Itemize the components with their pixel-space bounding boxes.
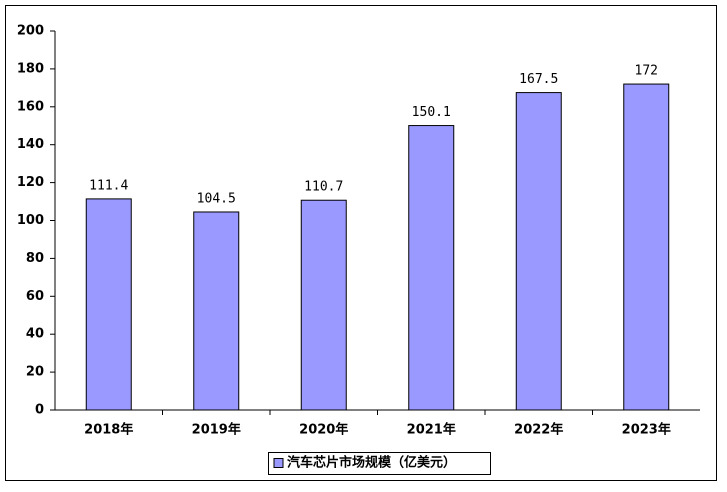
y-tick-label: 100 bbox=[17, 213, 44, 228]
y-tick-label: 120 bbox=[17, 175, 44, 190]
bar bbox=[408, 125, 455, 411]
y-tick-label: 160 bbox=[17, 99, 44, 114]
y-tick-label: 80 bbox=[26, 251, 44, 266]
x-tick-label: 2022年 bbox=[514, 422, 563, 438]
y-tick-label: 180 bbox=[17, 61, 44, 76]
x-tick-label: 2023年 bbox=[622, 422, 671, 438]
value-label: 150.1 bbox=[412, 105, 451, 120]
value-label: 111.4 bbox=[89, 178, 128, 193]
y-tick-label: 20 bbox=[26, 365, 44, 380]
y-tick-label: 40 bbox=[26, 327, 44, 342]
y-tick-label: 140 bbox=[17, 137, 44, 152]
y-tick-label: 200 bbox=[17, 24, 44, 39]
value-label: 167.5 bbox=[519, 72, 558, 87]
x-tick-label: 2021年 bbox=[407, 422, 456, 438]
bar bbox=[300, 199, 347, 411]
value-label: 104.5 bbox=[197, 191, 236, 206]
y-tick-label: 60 bbox=[26, 289, 44, 304]
x-tick-label: 2019年 bbox=[192, 422, 241, 438]
x-tick-label: 2018年 bbox=[84, 422, 133, 438]
bar bbox=[515, 92, 562, 411]
value-label: 110.7 bbox=[304, 180, 343, 195]
legend-swatch bbox=[273, 458, 284, 468]
bar bbox=[193, 211, 240, 411]
legend bbox=[268, 452, 491, 475]
bar bbox=[623, 83, 670, 411]
bar bbox=[85, 198, 132, 411]
y-tick-label: 0 bbox=[35, 403, 44, 418]
legend-label: 汽车芯片市场规模（亿美元） bbox=[287, 455, 456, 471]
x-tick-label: 2020年 bbox=[299, 422, 348, 438]
legend-box bbox=[268, 452, 491, 475]
value-label: 172 bbox=[635, 64, 658, 79]
